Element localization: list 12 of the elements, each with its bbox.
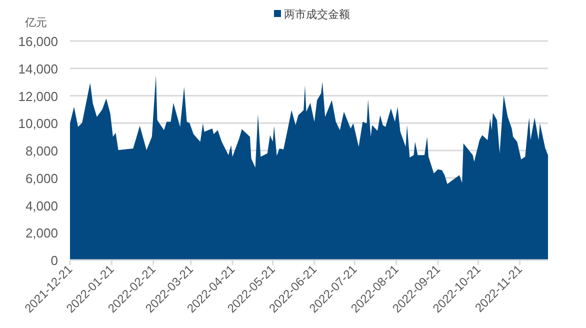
- y-tick-label: 16,000: [18, 34, 58, 49]
- y-tick-label: 4,000: [25, 198, 58, 214]
- y-tick-label: 12,000: [18, 88, 58, 104]
- legend-label: 两市成交金额: [284, 8, 350, 21]
- y-tick-label: 6,000: [25, 170, 58, 186]
- y-tick-label: 0: [50, 253, 58, 268]
- y-axis-title: 亿元: [24, 17, 47, 29]
- legend: 两市成交金额: [274, 9, 350, 21]
- y-tick-label: 10,000: [18, 116, 58, 132]
- y-tick-label: 2,000: [25, 226, 58, 241]
- y-tick-label: 8,000: [25, 144, 58, 158]
- y-tick-label: 14,000: [18, 61, 58, 76]
